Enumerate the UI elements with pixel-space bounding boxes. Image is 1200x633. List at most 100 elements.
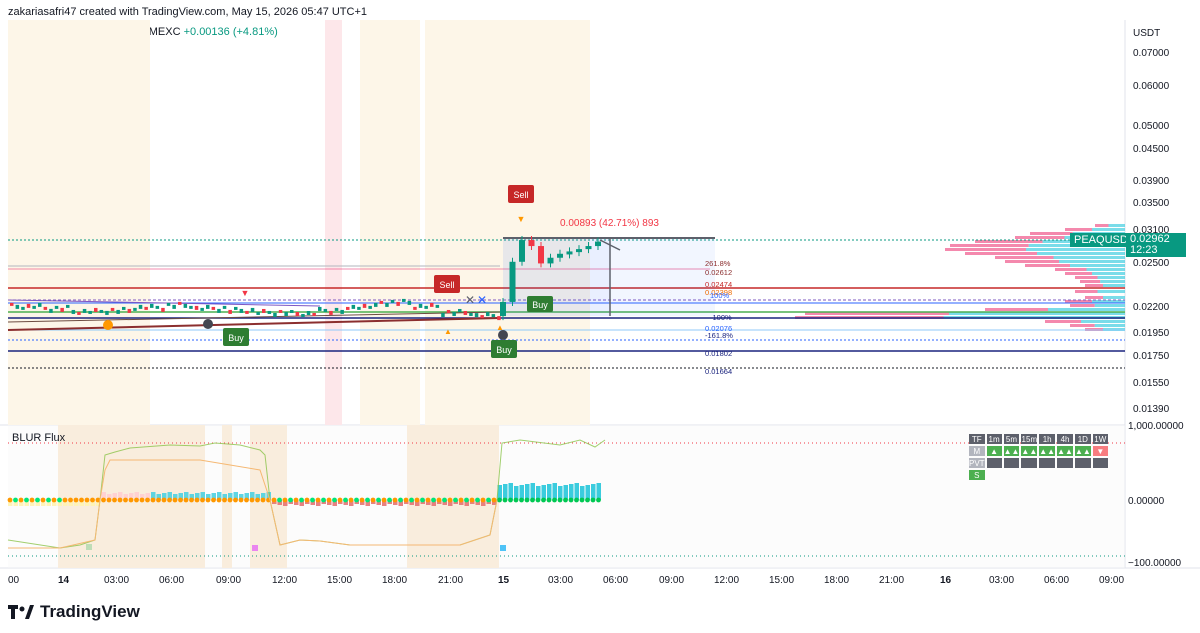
flux-bar	[464, 500, 469, 506]
volume-bar-sell	[965, 252, 1037, 255]
flux-dot	[480, 497, 486, 503]
price-tick: 0.01550	[1133, 378, 1170, 389]
buy-signal-label: Buy	[228, 333, 244, 343]
tf-header-cell: 1m	[986, 434, 1002, 444]
flux-dot	[535, 497, 541, 503]
volume-bar-buy	[1094, 304, 1125, 307]
flux-bar	[46, 500, 51, 506]
tf-cell: ▼	[1092, 446, 1108, 456]
flux-bar	[167, 492, 172, 500]
candle	[441, 312, 445, 317]
flux-axis[interactable]: 1,000.00000 0.00000 −100.00000	[1128, 421, 1184, 569]
candle	[284, 311, 288, 316]
volume-bar-buy	[1070, 264, 1125, 267]
flux-dot	[178, 497, 183, 503]
tf-cell: ▲	[986, 446, 1002, 456]
volume-bar-buy	[1103, 296, 1125, 299]
tradingview-logo[interactable]: TradingView	[8, 602, 140, 622]
candle	[576, 249, 582, 253]
fib-label: -161.8%	[705, 331, 733, 340]
flux-bar	[492, 500, 497, 505]
flux-bar	[508, 483, 513, 500]
flux-bar	[552, 483, 557, 500]
flux-bar	[145, 493, 150, 500]
flux-dot	[205, 497, 211, 503]
flux-bar	[41, 500, 46, 506]
flux-bar	[376, 500, 381, 505]
flux-bar	[184, 492, 189, 500]
candle	[189, 305, 193, 309]
volume-bar-buy	[1053, 256, 1125, 259]
time-tick: 12:00	[272, 575, 297, 586]
flux-bar	[563, 485, 568, 500]
tf-cell: ▲▲	[1074, 446, 1091, 456]
volume-bar-buy	[1100, 280, 1125, 283]
flux-bar	[96, 500, 101, 506]
tf-cell	[1039, 458, 1056, 468]
price-range-measure[interactable]: 0.00893 (42.71%) 893	[503, 218, 715, 316]
flux-bar	[525, 484, 530, 500]
candle	[183, 303, 188, 308]
flux-bar	[24, 500, 29, 506]
flux-bar	[30, 500, 35, 506]
candle	[340, 309, 344, 314]
candle	[547, 257, 554, 264]
tradingview-logo-text: TradingView	[40, 602, 140, 621]
candle	[323, 308, 328, 312]
candle	[267, 310, 272, 314]
flux-dot	[227, 497, 233, 503]
flux-dot	[106, 497, 112, 503]
flux-bar	[415, 500, 420, 506]
time-tick: 03:00	[104, 575, 129, 586]
candle	[211, 306, 216, 310]
flux-bar	[151, 492, 156, 500]
flux-bar	[596, 483, 601, 500]
candle	[402, 298, 406, 302]
volume-bar-sell	[1065, 228, 1092, 231]
flux-bar	[459, 500, 464, 505]
flux-dot	[7, 497, 13, 503]
level-lines	[7, 239, 1125, 369]
tf-cell	[1074, 458, 1091, 468]
flux-dot	[541, 497, 546, 503]
flux-dot	[84, 497, 90, 503]
candle	[228, 309, 232, 314]
time-axis[interactable]: 00 14 03:00 06:00 09:00 12:00 15:00 18:00 21:00 1…	[8, 575, 1124, 586]
flux-dot	[568, 497, 574, 503]
flux-bar	[134, 492, 139, 500]
flux-bar	[503, 484, 508, 500]
candle	[557, 253, 563, 258]
time-tick: 21:00	[879, 575, 904, 586]
flux-bar	[233, 492, 238, 500]
price-tick: 0.04500	[1133, 144, 1170, 155]
flux-dot	[491, 497, 497, 503]
candle	[77, 311, 81, 315]
flux-bar	[547, 484, 552, 500]
flux-dot	[513, 497, 519, 503]
flux-bar	[79, 500, 84, 506]
fib-label: 0.02474	[705, 280, 732, 289]
price-axis[interactable]: USDT 0.07000 0.06000 0.05000 0.04500 0.03900…	[1133, 28, 1170, 415]
flux-dot	[238, 497, 244, 503]
flux-axis-label: −100.00000	[1128, 558, 1182, 569]
time-tick: 03:00	[989, 575, 1014, 586]
flux-bar	[19, 500, 24, 506]
flux-dot	[90, 497, 95, 503]
flux-dot	[354, 497, 359, 503]
fib-labels: 261.8% 0.02612 0.02474 0.02398 100% 0.02…	[705, 259, 733, 376]
time-tick: 18:00	[824, 575, 849, 586]
buy-signal	[527, 296, 553, 312]
buy-signal-label: Buy	[496, 345, 512, 355]
candle	[94, 307, 98, 312]
candle	[346, 306, 350, 310]
flux-indicator-label[interactable]: BLUR Flux	[12, 432, 66, 444]
tf-cell: ▲▲	[1021, 446, 1038, 456]
volume-bar-sell	[1075, 276, 1098, 279]
flux-dot	[271, 497, 277, 503]
flux-dot	[453, 497, 458, 503]
tf-header-cell: 15m	[1021, 434, 1038, 444]
flux-bar	[228, 493, 233, 500]
candle	[585, 246, 592, 250]
candle	[150, 303, 154, 308]
